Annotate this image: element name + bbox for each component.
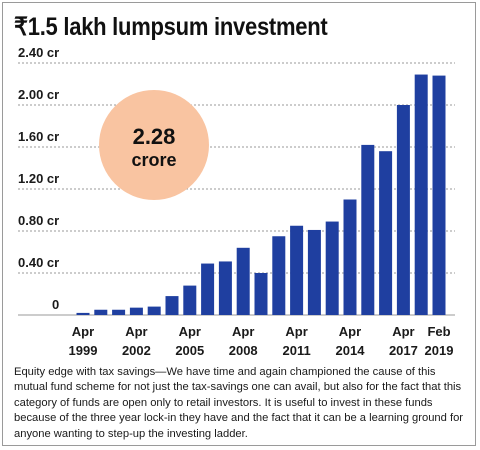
bar [379,151,393,315]
bar [432,75,446,315]
y-tick-label: 0 [52,297,59,312]
x-tick-month: Apr [72,324,94,339]
x-tick-year: 2017 [389,343,418,358]
callout-unit: crore [131,150,176,170]
y-axis-ticks: 0 0.40 cr 0.80 cr 1.20 cr 1.60 cr 2.00 cr 2.40… [18,45,59,312]
bar [218,261,232,315]
chart-title: ₹1.5 lakh lumpsum investment [14,13,328,41]
bar [112,309,126,315]
x-tick-year: 2011 [282,343,310,358]
bar [94,309,108,315]
y-tick-label: 2.00 cr [18,87,59,102]
bar [290,225,304,315]
x-tick-year: 2008 [229,343,258,358]
callout-circle [99,90,209,200]
x-tick-year: 2014 [336,343,366,358]
y-tick-label: 0.80 cr [18,213,59,228]
bar [254,273,268,315]
bar [307,229,321,315]
y-tick-label: 1.20 cr [18,171,59,186]
x-tick-year: 2002 [122,343,151,358]
caption-text: Equity edge with tax savings—We have tim… [14,366,464,440]
bar [147,306,161,315]
bar [414,74,428,315]
bar [165,296,179,315]
bar [201,263,215,315]
bar [76,312,90,315]
y-tick-label: 0.40 cr [18,255,59,270]
bar [236,247,250,315]
bar [129,307,143,315]
bar [396,105,410,315]
x-tick-month: Apr [125,324,147,339]
callout-value: 2.28 [133,124,176,149]
x-tick-month: Apr [179,324,201,339]
x-tick-year: 2019 [425,343,454,358]
bar [361,144,375,315]
bars [76,74,446,315]
chart-frame [2,2,476,446]
x-axis-ticks: Apr 1999 Apr 2002 Apr 2005 Apr 2008 Apr 2011 Apr 20… [69,324,454,358]
x-tick-month: Apr [392,324,414,339]
x-tick-month: Apr [285,324,307,339]
bar [343,199,357,315]
x-tick-year: 1999 [69,343,98,358]
x-tick-month: Feb [427,324,450,339]
bar [272,236,286,315]
y-tick-label: 2.40 cr [18,45,59,60]
bar [183,285,197,315]
y-tick-label: 1.60 cr [18,129,59,144]
bar [325,221,339,315]
x-tick-month: Apr [232,324,254,339]
x-tick-year: 2005 [175,343,204,358]
bar-chart: 0 0.40 cr 0.80 cr 1.20 cr 1.60 cr 2.00 cr 2.40… [18,45,455,358]
x-tick-month: Apr [339,324,361,339]
value-callout: 2.28 crore [99,90,209,200]
